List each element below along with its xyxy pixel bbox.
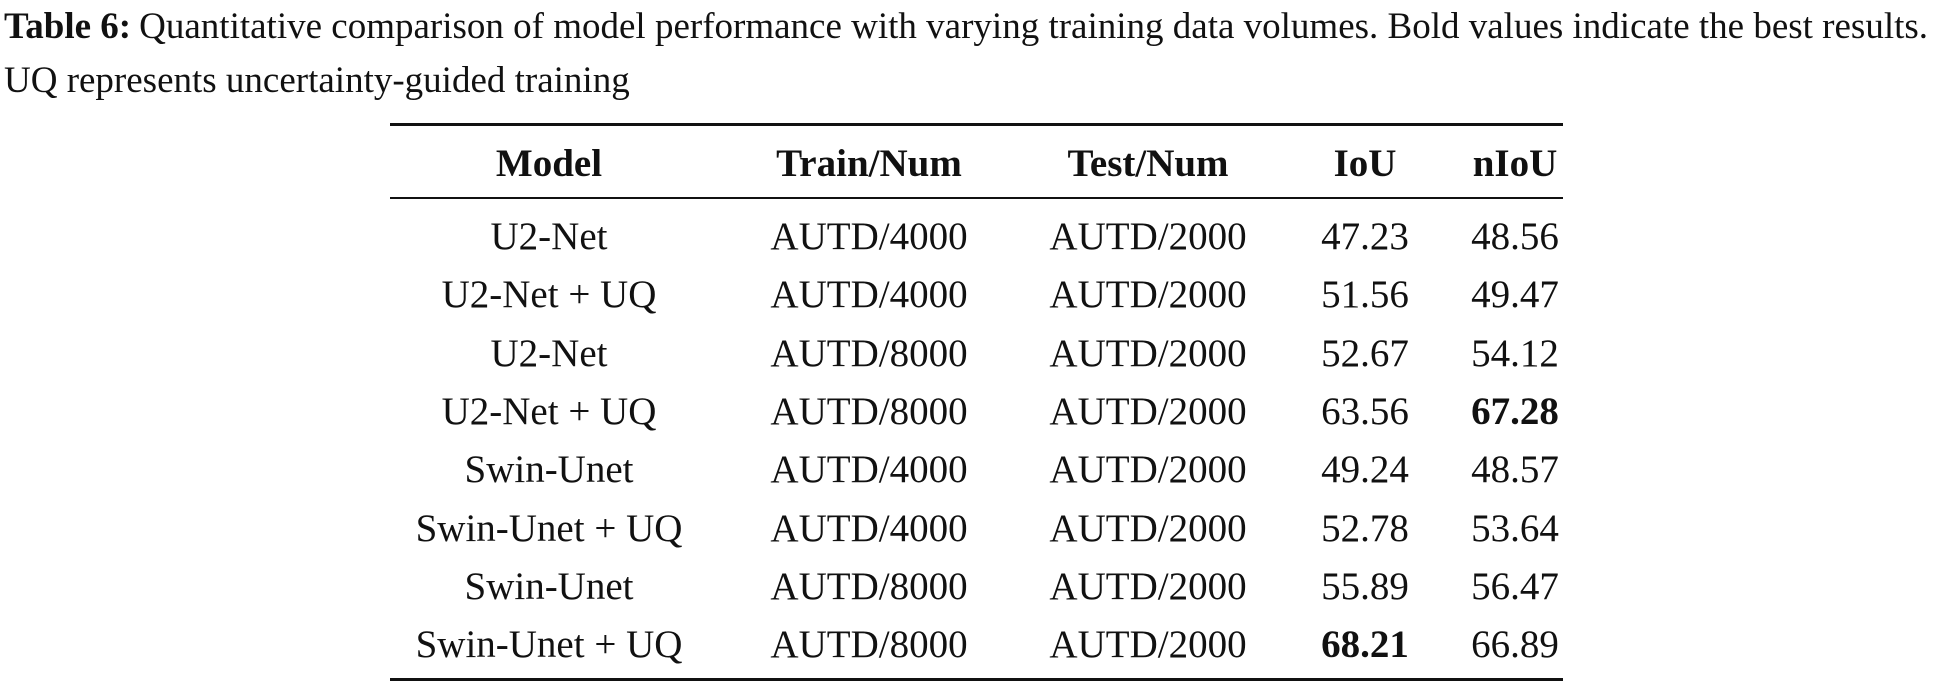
table-cell: U2-Net xyxy=(490,215,608,258)
table-cell: AUTD/8000 xyxy=(770,564,968,608)
table-cell: 54.12 xyxy=(1471,331,1559,375)
table-cell: 48.57 xyxy=(1471,448,1559,492)
table-cell: AUTD/8000 xyxy=(770,623,968,667)
table-cell: AUTD/4000 xyxy=(770,506,968,550)
table-cell: 49.24 xyxy=(1321,448,1409,492)
table-cell: U2-Net xyxy=(490,331,608,375)
table-cell: 63.56 xyxy=(1321,389,1409,433)
mid-rule xyxy=(390,197,1563,199)
table-cell: AUTD/2000 xyxy=(1049,448,1247,492)
header-cell: nIoU xyxy=(1472,142,1558,185)
header-cell: Train/Num xyxy=(776,142,962,185)
table-cell: Swin-Unet + UQ xyxy=(415,623,683,667)
table-cell: 52.78 xyxy=(1321,506,1409,550)
table-cell: 66.89 xyxy=(1471,623,1559,667)
header-cell: Test/Num xyxy=(1067,142,1229,185)
table-cell: AUTD/2000 xyxy=(1049,331,1247,375)
table-cell: 68.21 xyxy=(1321,623,1409,667)
table-cell: AUTD/8000 xyxy=(770,331,968,375)
table-cell: AUTD/2000 xyxy=(1049,564,1247,608)
table-cell: 67.28 xyxy=(1471,389,1559,433)
header-cell: Model xyxy=(495,142,603,185)
table-cell: AUTD/2000 xyxy=(1049,623,1247,667)
table-cell: 55.89 xyxy=(1321,564,1409,608)
table-cell: AUTD/2000 xyxy=(1049,215,1247,258)
header-cell: IoU xyxy=(1333,142,1397,185)
table-cell: AUTD/8000 xyxy=(770,389,968,433)
table-cell: U2-Net + UQ xyxy=(441,389,657,433)
table-cell: AUTD/4000 xyxy=(770,273,968,317)
table-cell: Swin-Unet + UQ xyxy=(415,506,683,550)
table-cell: AUTD/4000 xyxy=(770,215,968,258)
table-cell: 52.67 xyxy=(1321,331,1409,375)
table-cell: 47.23 xyxy=(1321,215,1409,258)
caption-label: Table 6: xyxy=(4,6,132,47)
table-cell: U2-Net + UQ xyxy=(441,273,657,317)
caption: Table 6: Quantitative comparison of model… xyxy=(4,0,1952,108)
table-cell: 51.56 xyxy=(1321,273,1409,317)
table-cell: AUTD/4000 xyxy=(770,448,968,492)
top-rule xyxy=(390,123,1563,126)
table-cell: AUTD/2000 xyxy=(1049,273,1247,317)
table-cell: 48.56 xyxy=(1471,215,1559,258)
caption-text: Quantitative comparison of model perform… xyxy=(4,6,1929,101)
bottom-rule xyxy=(390,678,1563,681)
table-cell: Swin-Unet xyxy=(464,448,634,492)
table-cell: AUTD/2000 xyxy=(1049,506,1247,550)
table-cell: 56.47 xyxy=(1471,564,1559,608)
table-cell: 49.47 xyxy=(1471,273,1559,317)
table-cell: 53.64 xyxy=(1471,506,1559,550)
table-cell: AUTD/2000 xyxy=(1049,389,1247,433)
table-cell: Swin-Unet xyxy=(464,564,634,608)
